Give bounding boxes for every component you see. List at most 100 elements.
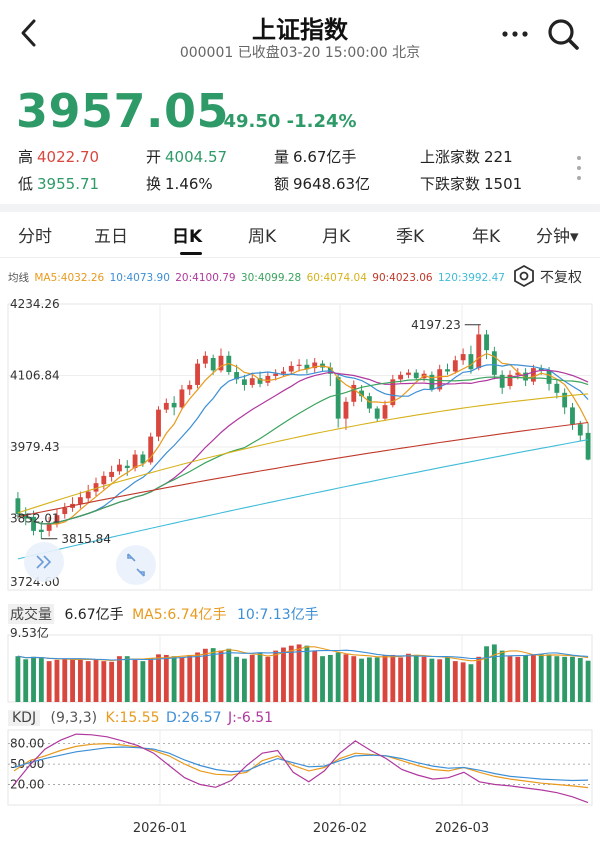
kdj-tag[interactable]: KDJ: [8, 710, 41, 726]
tab-yearly-k[interactable]: 年K: [472, 227, 501, 247]
volume-bar: [109, 661, 115, 702]
stat-down-count: 下跌家数 1501: [420, 173, 522, 194]
volume-bar: [538, 654, 544, 702]
ma60-value: 60:4074.04: [306, 272, 367, 284]
tab-monthly-k[interactable]: 月K: [322, 227, 351, 247]
volume-bar: [413, 654, 419, 702]
tab-weekly-k[interactable]: 周K: [248, 227, 277, 247]
candle: [390, 379, 396, 406]
candle: [546, 370, 552, 384]
stat-turnover: 换 1.46%: [146, 173, 213, 194]
candle: [109, 471, 115, 477]
tab-daily-k[interactable]: 日K: [172, 227, 203, 247]
candle: [187, 384, 193, 390]
volume-bars: 9.53亿: [10, 625, 591, 702]
volume-value: 6.67亿手: [64, 607, 124, 623]
expand-dots-icon[interactable]: [574, 154, 584, 182]
stat-up-count-value: 221: [484, 148, 513, 166]
volume-bar: [179, 657, 185, 702]
volume-bar: [210, 648, 216, 702]
candle: [343, 401, 349, 419]
candle: [117, 464, 122, 472]
stat-high: 高 4022.70: [18, 146, 99, 167]
volume-tag[interactable]: 成交量: [8, 604, 54, 624]
adjust-toggle-button[interactable]: 不复权: [512, 264, 592, 288]
candle: [382, 405, 388, 419]
tab-intraday[interactable]: 分时: [18, 227, 52, 247]
ma90-value: 90:4023.06: [372, 272, 433, 284]
candle: [163, 402, 169, 410]
stat-open-value: 4004.57: [165, 148, 228, 166]
kline-chart[interactable]: 4197.23 3815.84 4234.26 4106.84 3979.43 3852…: [0, 290, 600, 843]
stat-turnover-value: 1.46%: [165, 175, 213, 193]
candle: [156, 409, 161, 437]
candle: [249, 378, 255, 385]
candle: [132, 454, 138, 469]
search-icon[interactable]: [545, 16, 581, 52]
candle: [398, 374, 404, 380]
candle: [257, 378, 263, 384]
expand-corner-icon: [140, 571, 145, 576]
volume-bar: [202, 648, 208, 702]
volume-axis-label: 9.53亿: [10, 625, 49, 640]
date-label: 2026-02: [313, 821, 367, 836]
stat-open-label: 开: [146, 148, 162, 166]
volume-bar: [132, 659, 138, 702]
zoom-controls[interactable]: [24, 542, 156, 585]
volume-bar: [226, 648, 232, 702]
ma5-value: MA5:4032.26: [34, 272, 105, 284]
tab-five-day[interactable]: 五日: [94, 227, 128, 247]
volume-bar: [54, 659, 60, 702]
candle: [452, 360, 458, 372]
volume-bar: [218, 650, 224, 702]
candle: [38, 529, 44, 532]
tab-minute[interactable]: 分钟▾: [536, 227, 579, 247]
volume-bar: [265, 656, 271, 702]
date-axis: 2026-01 2026-02 2026-03: [133, 821, 489, 836]
volume-bar: [515, 656, 521, 702]
adjust-toggle-label: 不复权: [540, 270, 582, 286]
candle: [288, 365, 294, 372]
volume-bar: [46, 661, 52, 702]
more-icon[interactable]: [498, 20, 532, 48]
back-icon[interactable]: [14, 16, 44, 50]
volume-bar: [460, 662, 466, 702]
ma-lines: [17, 352, 589, 560]
kdj-k-value: K:15.55: [105, 710, 160, 726]
chart-annotations: 4197.23 3815.84: [41, 318, 481, 546]
ma5-line: [17, 352, 589, 525]
volume-bar: [570, 656, 575, 702]
kdj-j-line: [13, 733, 589, 804]
volume-bar: [577, 658, 583, 702]
candle: [15, 498, 21, 515]
candle: [179, 389, 185, 408]
candle: [296, 364, 302, 366]
volume-bar: [156, 654, 161, 702]
candle: [351, 384, 357, 402]
stat-low: 低 3955.71: [18, 173, 99, 194]
volume-bar: [546, 654, 552, 702]
volume-bar: [296, 644, 302, 702]
candle: [171, 402, 177, 408]
volume-bar: [241, 658, 247, 702]
tab-quarterly-k[interactable]: 季K: [396, 227, 425, 247]
ma30-value: 30:4099.28: [240, 272, 302, 284]
stat-volume-value: 6.67亿手: [293, 148, 357, 166]
volume-bar: [366, 657, 372, 702]
kdj-params: (9,3,3): [50, 710, 98, 726]
ma-legend: 均线 MA5:4032.26 10:4073.90 20:4100.79 30:…: [8, 270, 507, 285]
volume-ma5: MA5:6.74亿手: [132, 607, 227, 623]
candle: [437, 369, 443, 390]
volume-bar: [117, 656, 122, 702]
volume-bar: [93, 659, 99, 702]
kdj-axis-label: 20.00: [10, 778, 44, 792]
volume-bar: [320, 656, 325, 702]
stat-up-count-label: 上涨家数: [420, 148, 481, 166]
candle: [304, 364, 310, 370]
candle: [468, 354, 474, 370]
candle: [585, 432, 591, 460]
kdj-j-value: J:-6.51: [228, 710, 274, 726]
date-label: 2026-03: [435, 821, 489, 836]
volume-bar: [585, 660, 591, 702]
stat-high-value: 4022.70: [37, 148, 100, 166]
